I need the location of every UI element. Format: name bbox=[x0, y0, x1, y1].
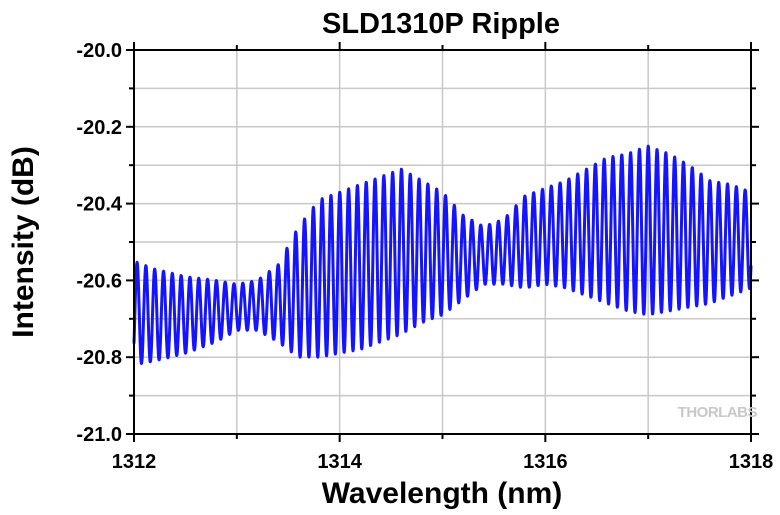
axis-ticks bbox=[126, 42, 759, 442]
y-tick-label: -20.8 bbox=[76, 347, 122, 369]
y-tick-label: -20.2 bbox=[76, 117, 122, 139]
thorlabs-logo: THORLABS bbox=[678, 404, 758, 421]
grid bbox=[134, 50, 751, 434]
y-tick-label: -20.6 bbox=[76, 270, 122, 292]
chart-title: SLD1310P Ripple bbox=[322, 8, 560, 40]
x-tick-label: 1312 bbox=[112, 451, 157, 473]
y-tick-label: -21.0 bbox=[76, 424, 122, 446]
series-line-group bbox=[132, 144, 753, 365]
tick-labels: 1312 1314 1316 1318 -20.0 -20.2 -20.4 -20.6 -20.… bbox=[76, 40, 773, 473]
y-axis-label: Intensity (dB) bbox=[7, 146, 40, 338]
x-tick-label: 1316 bbox=[523, 451, 568, 473]
y-tick-label: -20.0 bbox=[76, 40, 122, 62]
x-tick-label: 1314 bbox=[317, 451, 362, 473]
y-tick-label: -20.4 bbox=[76, 194, 122, 216]
x-axis-label: Wavelength (nm) bbox=[322, 477, 563, 510]
x-tick-label: 1318 bbox=[729, 451, 774, 473]
series-line bbox=[132, 144, 753, 365]
